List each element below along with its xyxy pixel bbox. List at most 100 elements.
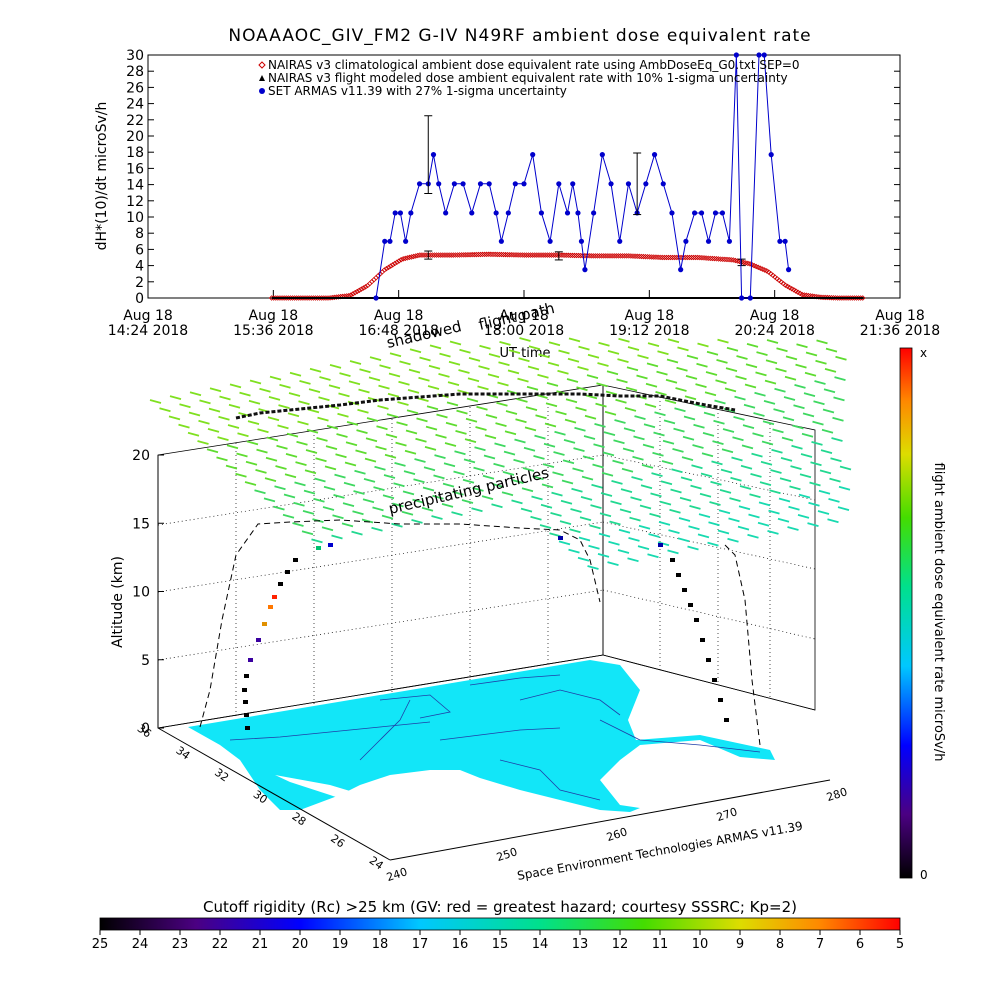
y-axis-label: dH*(10)/dt microSv/h (94, 102, 110, 251)
altitude-projection (199, 519, 601, 728)
field-arrow (466, 397, 479, 403)
field-arrow (700, 472, 713, 478)
rigidity-colorbar-label: Cutoff rigidity (Rc) >25 km (GV: red = g… (203, 898, 797, 916)
field-arrow (168, 415, 181, 421)
flight-altitude-point (268, 605, 273, 609)
nairas-clim-point (385, 264, 392, 271)
field-arrow (696, 362, 708, 368)
field-arrow (397, 401, 409, 406)
field-arrow (745, 363, 758, 369)
field-arrow (598, 532, 611, 538)
field-arrow (578, 345, 590, 351)
nairas-clim-point (818, 294, 824, 301)
nairas-clim-point (592, 253, 599, 259)
field-arrow (553, 451, 565, 456)
rigidity-tick-label: 21 (252, 937, 269, 952)
field-arrow (735, 375, 747, 381)
field-arrow (537, 373, 549, 379)
field-arrow (296, 440, 308, 446)
armas-point (719, 210, 726, 216)
field-arrow (729, 497, 741, 502)
field-arrow (411, 519, 423, 524)
nairas-clim-point (431, 252, 438, 258)
rigidity-tick-label: 23 (172, 937, 189, 952)
field-arrow (647, 342, 660, 347)
nairas-clim-point (665, 254, 672, 261)
field-arrow (321, 526, 334, 532)
wall-grid (157, 395, 816, 716)
field-arrow (738, 505, 751, 511)
field-arrow (626, 366, 639, 372)
field-arrow (683, 415, 696, 421)
nairas-clim-point (707, 255, 714, 262)
legend-marker-nairas-flight (259, 75, 265, 81)
field-arrow (336, 433, 348, 438)
field-arrow (422, 486, 435, 492)
field-arrow (618, 337, 630, 343)
field-arrow (744, 383, 757, 389)
field-arrow (218, 415, 230, 421)
flight-altitude-point (558, 536, 563, 540)
armas-point (556, 181, 562, 187)
field-arrow (495, 422, 507, 427)
rigidity-tick-label: 6 (856, 937, 864, 952)
field-arrow (641, 464, 654, 469)
field-arrow (710, 480, 722, 486)
field-arrow (384, 453, 397, 459)
nairas-clim-point (630, 253, 636, 259)
field-arrow (351, 530, 363, 536)
nairas-clim-point (527, 252, 534, 258)
nairas-clim-point (671, 254, 678, 261)
field-arrow (815, 359, 827, 365)
field-arrow (767, 530, 779, 535)
field-arrow (631, 476, 643, 481)
field-arrow (245, 460, 258, 466)
field-arrow (717, 338, 729, 344)
field-arrow (779, 477, 792, 483)
field-arrow (782, 416, 795, 422)
nairas-clim-point (360, 285, 367, 291)
field-arrow (526, 385, 539, 391)
rigidity-colorbar (99, 917, 901, 931)
nairas-clim-point (542, 252, 549, 258)
field-arrow (640, 484, 653, 490)
nairas-clim-point (636, 253, 643, 260)
armas-point (564, 210, 571, 216)
field-arrow (425, 425, 438, 431)
armas-point (782, 238, 788, 244)
nairas-clim-point (619, 253, 626, 259)
field-arrow (482, 474, 495, 480)
field-arrow (265, 456, 278, 462)
field-arrow (834, 376, 846, 381)
nairas-clim-point (661, 254, 668, 261)
field-arrow (379, 364, 391, 370)
field-arrow (670, 488, 682, 494)
field-arrow (179, 403, 191, 409)
armas-point (712, 210, 719, 216)
field-arrow (373, 486, 385, 491)
nairas-clim-point (490, 251, 496, 258)
field-arrow (732, 436, 744, 442)
field-arrow (692, 444, 704, 449)
nairas-clim-point (406, 254, 413, 261)
field-arrow (603, 431, 616, 436)
field-arrow (376, 425, 388, 431)
field-arrow (748, 513, 760, 519)
latitude-tick-label: 34 (173, 744, 192, 763)
nairas-clim-point (452, 252, 459, 258)
field-arrow (560, 499, 573, 505)
field-arrow (629, 516, 641, 522)
armas-point (530, 152, 536, 158)
nairas-clim-point (726, 256, 732, 263)
field-arrow (447, 381, 460, 386)
rigidity-tick-label: 7 (816, 937, 824, 952)
rigidity-tick-label: 8 (776, 937, 784, 952)
flight-colorbar-label: flight ambient dose equivalent rate micr… (931, 463, 946, 762)
nairas-clim-point (605, 253, 611, 259)
field-arrow (421, 506, 434, 512)
armas-point (726, 238, 733, 244)
armas-point (460, 181, 466, 187)
field-arrow (790, 465, 802, 470)
field-arrow (346, 421, 359, 426)
field-arrow (677, 346, 689, 352)
